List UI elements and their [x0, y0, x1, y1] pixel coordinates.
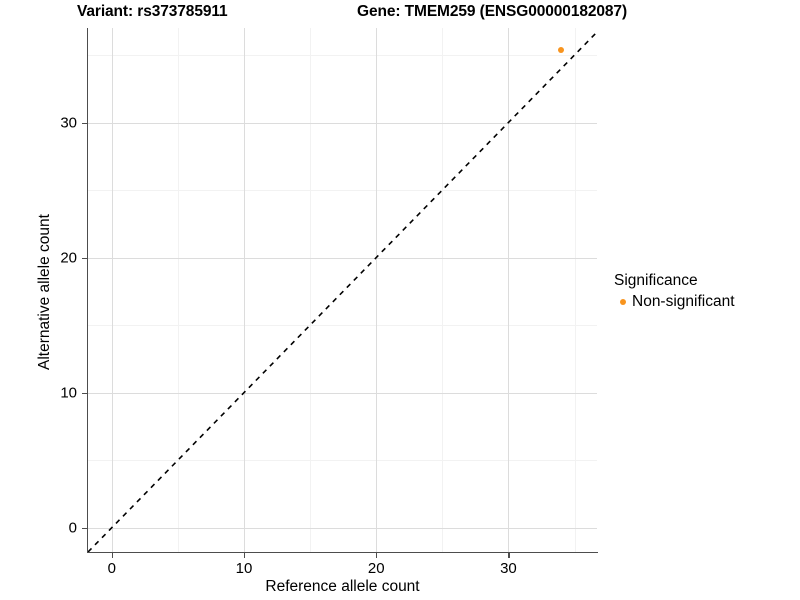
gridline-major-vertical [244, 28, 245, 552]
x-tick-mark [244, 553, 246, 558]
x-axis-line [87, 552, 598, 554]
data-point[interactable] [558, 46, 565, 53]
gridline-major-horizontal [88, 527, 597, 529]
x-tick-mark [508, 553, 510, 558]
gridline-minor-vertical [177, 28, 179, 552]
x-tick-label: 30 [500, 560, 517, 577]
identity-reference-line [88, 31, 597, 552]
gridline-minor-vertical [442, 28, 444, 552]
y-tick-label: 10 [60, 384, 77, 402]
gridline-minor-horizontal [88, 325, 597, 327]
legend: Significance Non-significant [614, 272, 794, 311]
x-tick-mark [111, 553, 113, 558]
gridline-minor-vertical [574, 28, 576, 552]
x-tick-label: 0 [107, 560, 116, 577]
y-tick-mark [82, 527, 87, 529]
gridline-major-horizontal [88, 392, 597, 394]
y-tick-mark [82, 122, 87, 124]
plot-panel [88, 28, 597, 552]
gridline-major-vertical [376, 28, 378, 552]
legend-item-label: Non-significant [632, 292, 735, 310]
y-axis-label: Alternative allele count [36, 214, 53, 370]
legend-key-swatch [614, 293, 631, 310]
gridline-minor-vertical [310, 28, 312, 552]
y-tick-mark [82, 392, 87, 394]
gridline-minor-horizontal [88, 190, 597, 192]
legend-title: Significance [614, 272, 698, 289]
y-tick-label: 20 [60, 249, 77, 267]
x-tick-mark [376, 553, 378, 558]
variant-title: Variant: rs373785911 [77, 3, 228, 20]
legend-item[interactable]: Non-significant [614, 292, 794, 311]
y-tick-label: 0 [68, 519, 77, 537]
legend-point-icon [619, 298, 626, 305]
legend-items: Non-significant [614, 292, 794, 311]
x-axis-label: Reference allele count [265, 578, 420, 595]
gridline-minor-horizontal [88, 460, 597, 462]
gridline-major-horizontal [88, 122, 597, 124]
gridline-major-vertical [111, 28, 113, 552]
x-tick-label: 10 [235, 560, 253, 577]
y-axis-line [87, 28, 89, 553]
title-row: Variant: rs373785911 Gene: TMEM259 (ENSG… [0, 3, 800, 25]
y-tick-label: 30 [60, 114, 77, 132]
gene-title: Gene: TMEM259 (ENSG00000182087) [357, 3, 628, 20]
x-tick-label: 20 [367, 560, 385, 577]
gridline-major-vertical [508, 28, 510, 552]
gridline-major-horizontal [88, 257, 597, 259]
y-tick-mark [82, 257, 87, 259]
gridline-minor-horizontal [88, 55, 597, 56]
